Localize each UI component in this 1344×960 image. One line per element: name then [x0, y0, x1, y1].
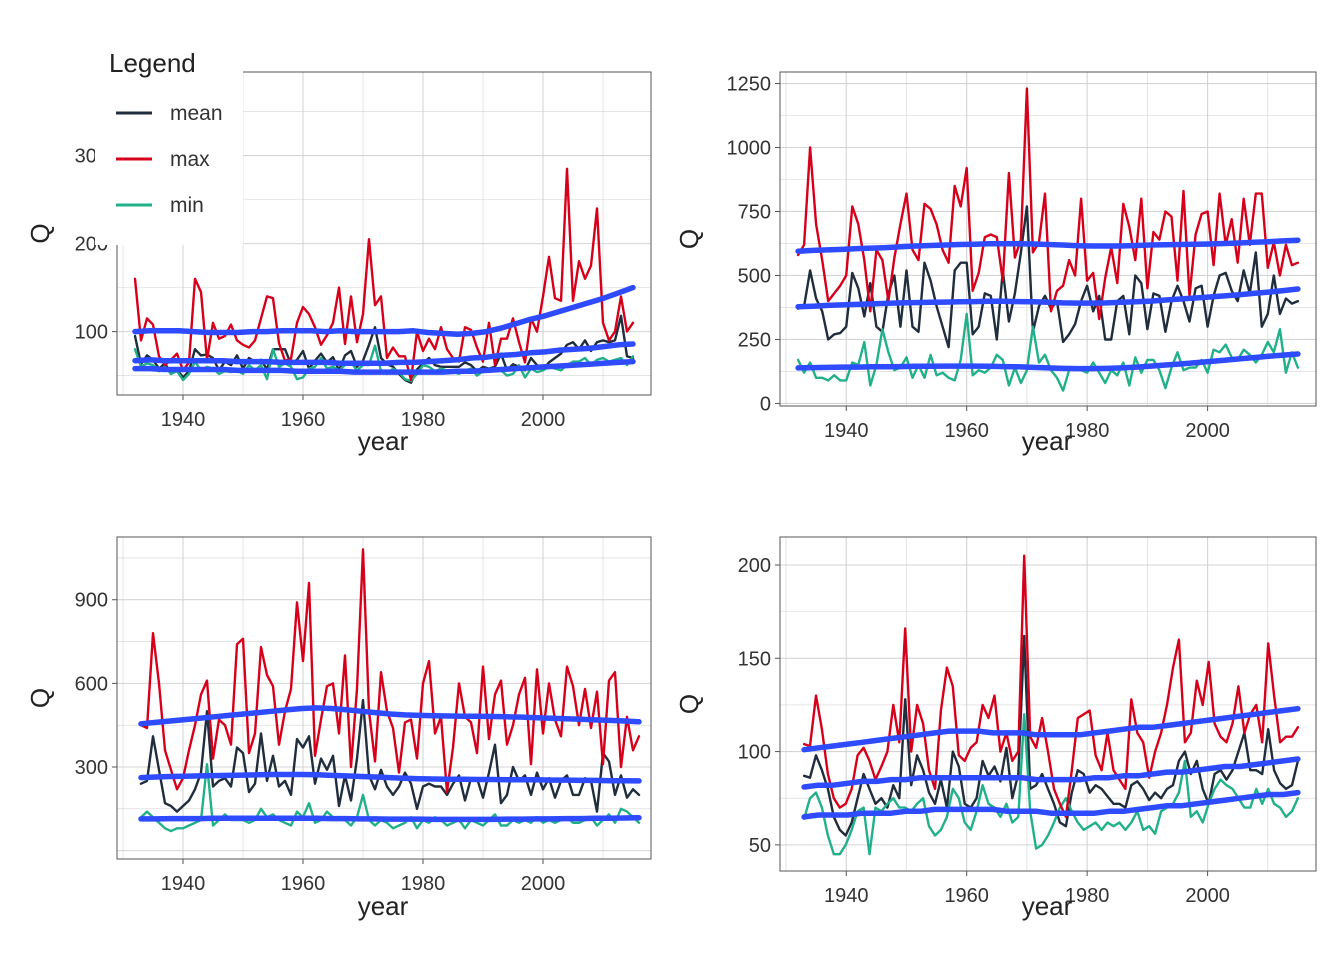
series-line-mean-smooth [132, 341, 636, 367]
series-line-max-smooth [132, 284, 636, 338]
y-axis-title: Q [674, 229, 704, 249]
series-group [132, 167, 636, 384]
series-line-min [796, 312, 1300, 392]
x-tick-label: 1980 [401, 873, 446, 895]
y-axis-title: Q [25, 688, 55, 708]
y-axis-title: Q [25, 223, 55, 243]
x-tick-label: 2000 [1185, 885, 1230, 907]
y-tick-label: 600 [75, 673, 108, 695]
series-line-max [139, 548, 641, 794]
x-tick-label: 1960 [944, 885, 989, 907]
y-tick-label: 750 [738, 201, 771, 223]
series-group [795, 87, 1301, 392]
x-tick-label: 1980 [1065, 885, 1110, 907]
legend-label-max: max [170, 148, 210, 171]
panel-3: 1940 1960 1980 2000 300 600 900 year Q [25, 536, 652, 921]
x-axis-title: year [358, 426, 409, 456]
legend-background [95, 40, 243, 245]
x-axis-title: year [358, 891, 409, 921]
panel-4: 1940 1960 1980 2000 50 100 150 200 year Q [674, 536, 1317, 921]
x-tick-label: 1940 [161, 873, 206, 895]
x-tick-label: 1960 [281, 409, 326, 431]
series-line-mean-smooth [795, 286, 1301, 310]
y-tick-label: 100 [738, 742, 771, 764]
series-line-mean [139, 698, 641, 813]
legend: Legend mean max min [95, 40, 243, 245]
x-tick-label: 1960 [944, 420, 989, 442]
y-tick-label: 1250 [727, 74, 772, 96]
series-line-min-smooth [132, 358, 636, 375]
y-tick-label: 200 [738, 555, 771, 577]
y-tick-label: 50 [749, 835, 771, 857]
y-tick-label: 300 [75, 757, 108, 779]
series-line-mean-smooth [138, 771, 642, 784]
x-tick-label: 2000 [521, 873, 566, 895]
series-group [138, 548, 642, 833]
series-line-mean-smooth [801, 756, 1301, 790]
x-tick-label: 2000 [521, 409, 566, 431]
panel-border [779, 536, 1317, 872]
series-line-min-smooth [795, 351, 1301, 372]
x-tick-label: 1940 [824, 420, 869, 442]
series-line-max [802, 554, 1300, 819]
series-line-max-smooth [795, 237, 1301, 254]
y-tick-label: 900 [75, 590, 108, 612]
panel-border [116, 536, 652, 860]
legend-title: Legend [109, 48, 196, 78]
series-line-min [802, 713, 1300, 856]
series-line-max-smooth [138, 705, 642, 727]
panel-2: 1940 1960 1980 2000 0 250 500 750 1000 1250 year Q [674, 71, 1317, 456]
y-tick-label: 250 [738, 329, 771, 351]
x-tick-label: 2000 [1185, 420, 1230, 442]
y-tick-label: 100 [75, 322, 108, 344]
series-line-min-smooth [801, 789, 1301, 820]
y-axis-title: Q [674, 694, 704, 714]
x-tick-label: 1940 [161, 409, 206, 431]
x-tick-label: 1980 [1065, 420, 1110, 442]
legend-label-mean: mean [170, 102, 223, 125]
x-axis-title: year [1022, 891, 1073, 921]
panel-border [779, 71, 1317, 407]
x-tick-label: 1980 [401, 409, 446, 431]
legend-label-min: min [170, 194, 204, 217]
series-line-min-smooth [138, 814, 642, 823]
x-axis-title: year [1022, 426, 1073, 456]
series-line-min [139, 763, 641, 833]
y-tick-label: 500 [738, 265, 771, 287]
y-tick-label: 1000 [727, 138, 772, 160]
x-tick-label: 1940 [824, 885, 869, 907]
y-tick-label: 150 [738, 648, 771, 670]
series-line-max-smooth [801, 705, 1301, 753]
x-tick-label: 1960 [281, 873, 326, 895]
series-line-max [796, 87, 1300, 321]
series-line-max [133, 167, 635, 382]
series-group [801, 554, 1301, 856]
y-tick-label: 0 [760, 393, 771, 415]
